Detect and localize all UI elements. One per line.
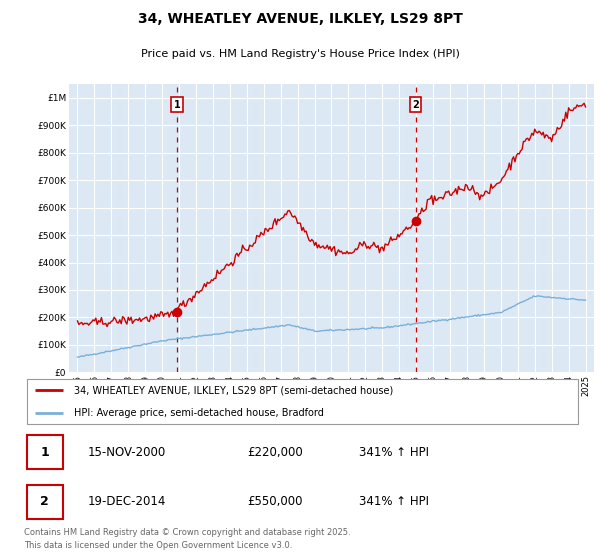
Text: 1: 1 [40,446,49,459]
Text: £550,000: £550,000 [247,495,303,508]
Text: 1: 1 [173,100,181,110]
Text: 34, WHEATLEY AVENUE, ILKLEY, LS29 8PT (semi-detached house): 34, WHEATLEY AVENUE, ILKLEY, LS29 8PT (s… [74,385,394,395]
Text: 2: 2 [412,100,419,110]
Text: £220,000: £220,000 [247,446,303,459]
Text: Price paid vs. HM Land Registry's House Price Index (HPI): Price paid vs. HM Land Registry's House … [140,49,460,59]
Text: 341% ↑ HPI: 341% ↑ HPI [359,446,429,459]
FancyBboxPatch shape [27,435,63,469]
Text: 34, WHEATLEY AVENUE, ILKLEY, LS29 8PT: 34, WHEATLEY AVENUE, ILKLEY, LS29 8PT [137,12,463,26]
Text: HPI: Average price, semi-detached house, Bradford: HPI: Average price, semi-detached house,… [74,408,324,418]
Text: 341% ↑ HPI: 341% ↑ HPI [359,495,429,508]
FancyBboxPatch shape [27,484,63,519]
FancyBboxPatch shape [27,379,578,423]
Text: 2: 2 [40,495,49,508]
Text: 15-NOV-2000: 15-NOV-2000 [88,446,166,459]
Text: Contains HM Land Registry data © Crown copyright and database right 2025.
This d: Contains HM Land Registry data © Crown c… [24,528,350,549]
Text: 19-DEC-2014: 19-DEC-2014 [88,495,167,508]
